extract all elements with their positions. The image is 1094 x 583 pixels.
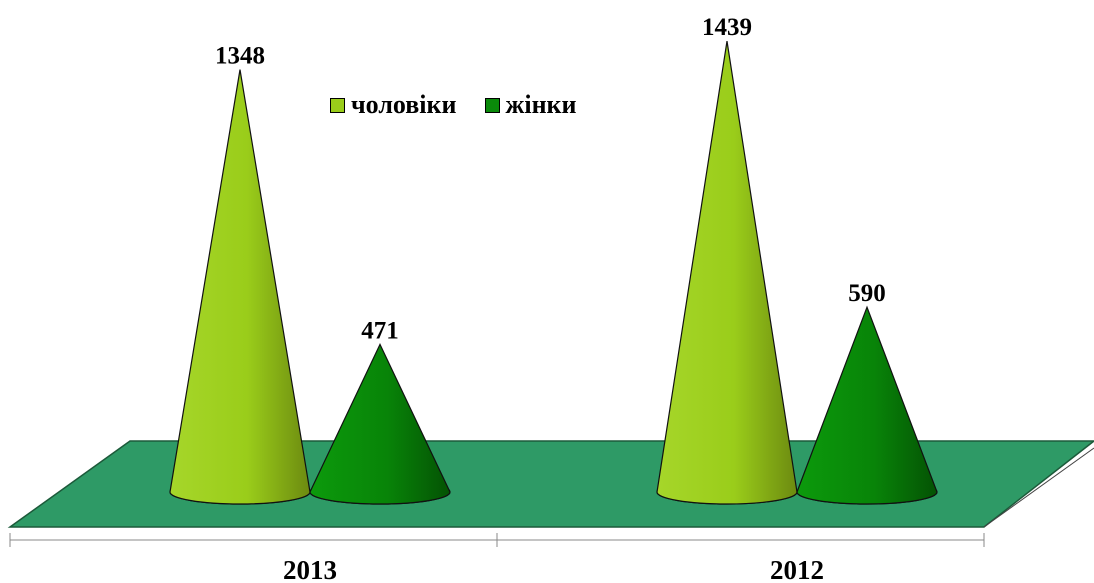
x-tick-label: 2012 [770,555,824,583]
legend-label-women: жінки [505,90,577,119]
value-label: 471 [361,317,399,344]
legend-item-men: чоловіки [330,90,457,120]
legend-label-men: чоловіки [351,90,457,119]
value-label: 1348 [215,43,265,70]
legend-item-women: жінки [484,90,577,120]
cone-women-2013 [309,343,451,505]
cone-women-2012 [796,305,938,505]
cone-body [796,305,938,505]
x-tick-label: 2013 [283,555,337,583]
cone-body [169,69,311,505]
value-label: 590 [848,280,886,307]
cone-body [309,343,451,505]
cone-men-2012 [656,41,798,505]
legend-swatch-men [330,97,345,113]
cone-body [656,41,798,505]
floor-side-edge [983,447,1094,528]
value-label: 1439 [702,14,752,41]
legend-swatch-women [484,97,500,113]
legend: чоловіки жінки [330,90,605,120]
cone-men-2013 [169,69,311,505]
